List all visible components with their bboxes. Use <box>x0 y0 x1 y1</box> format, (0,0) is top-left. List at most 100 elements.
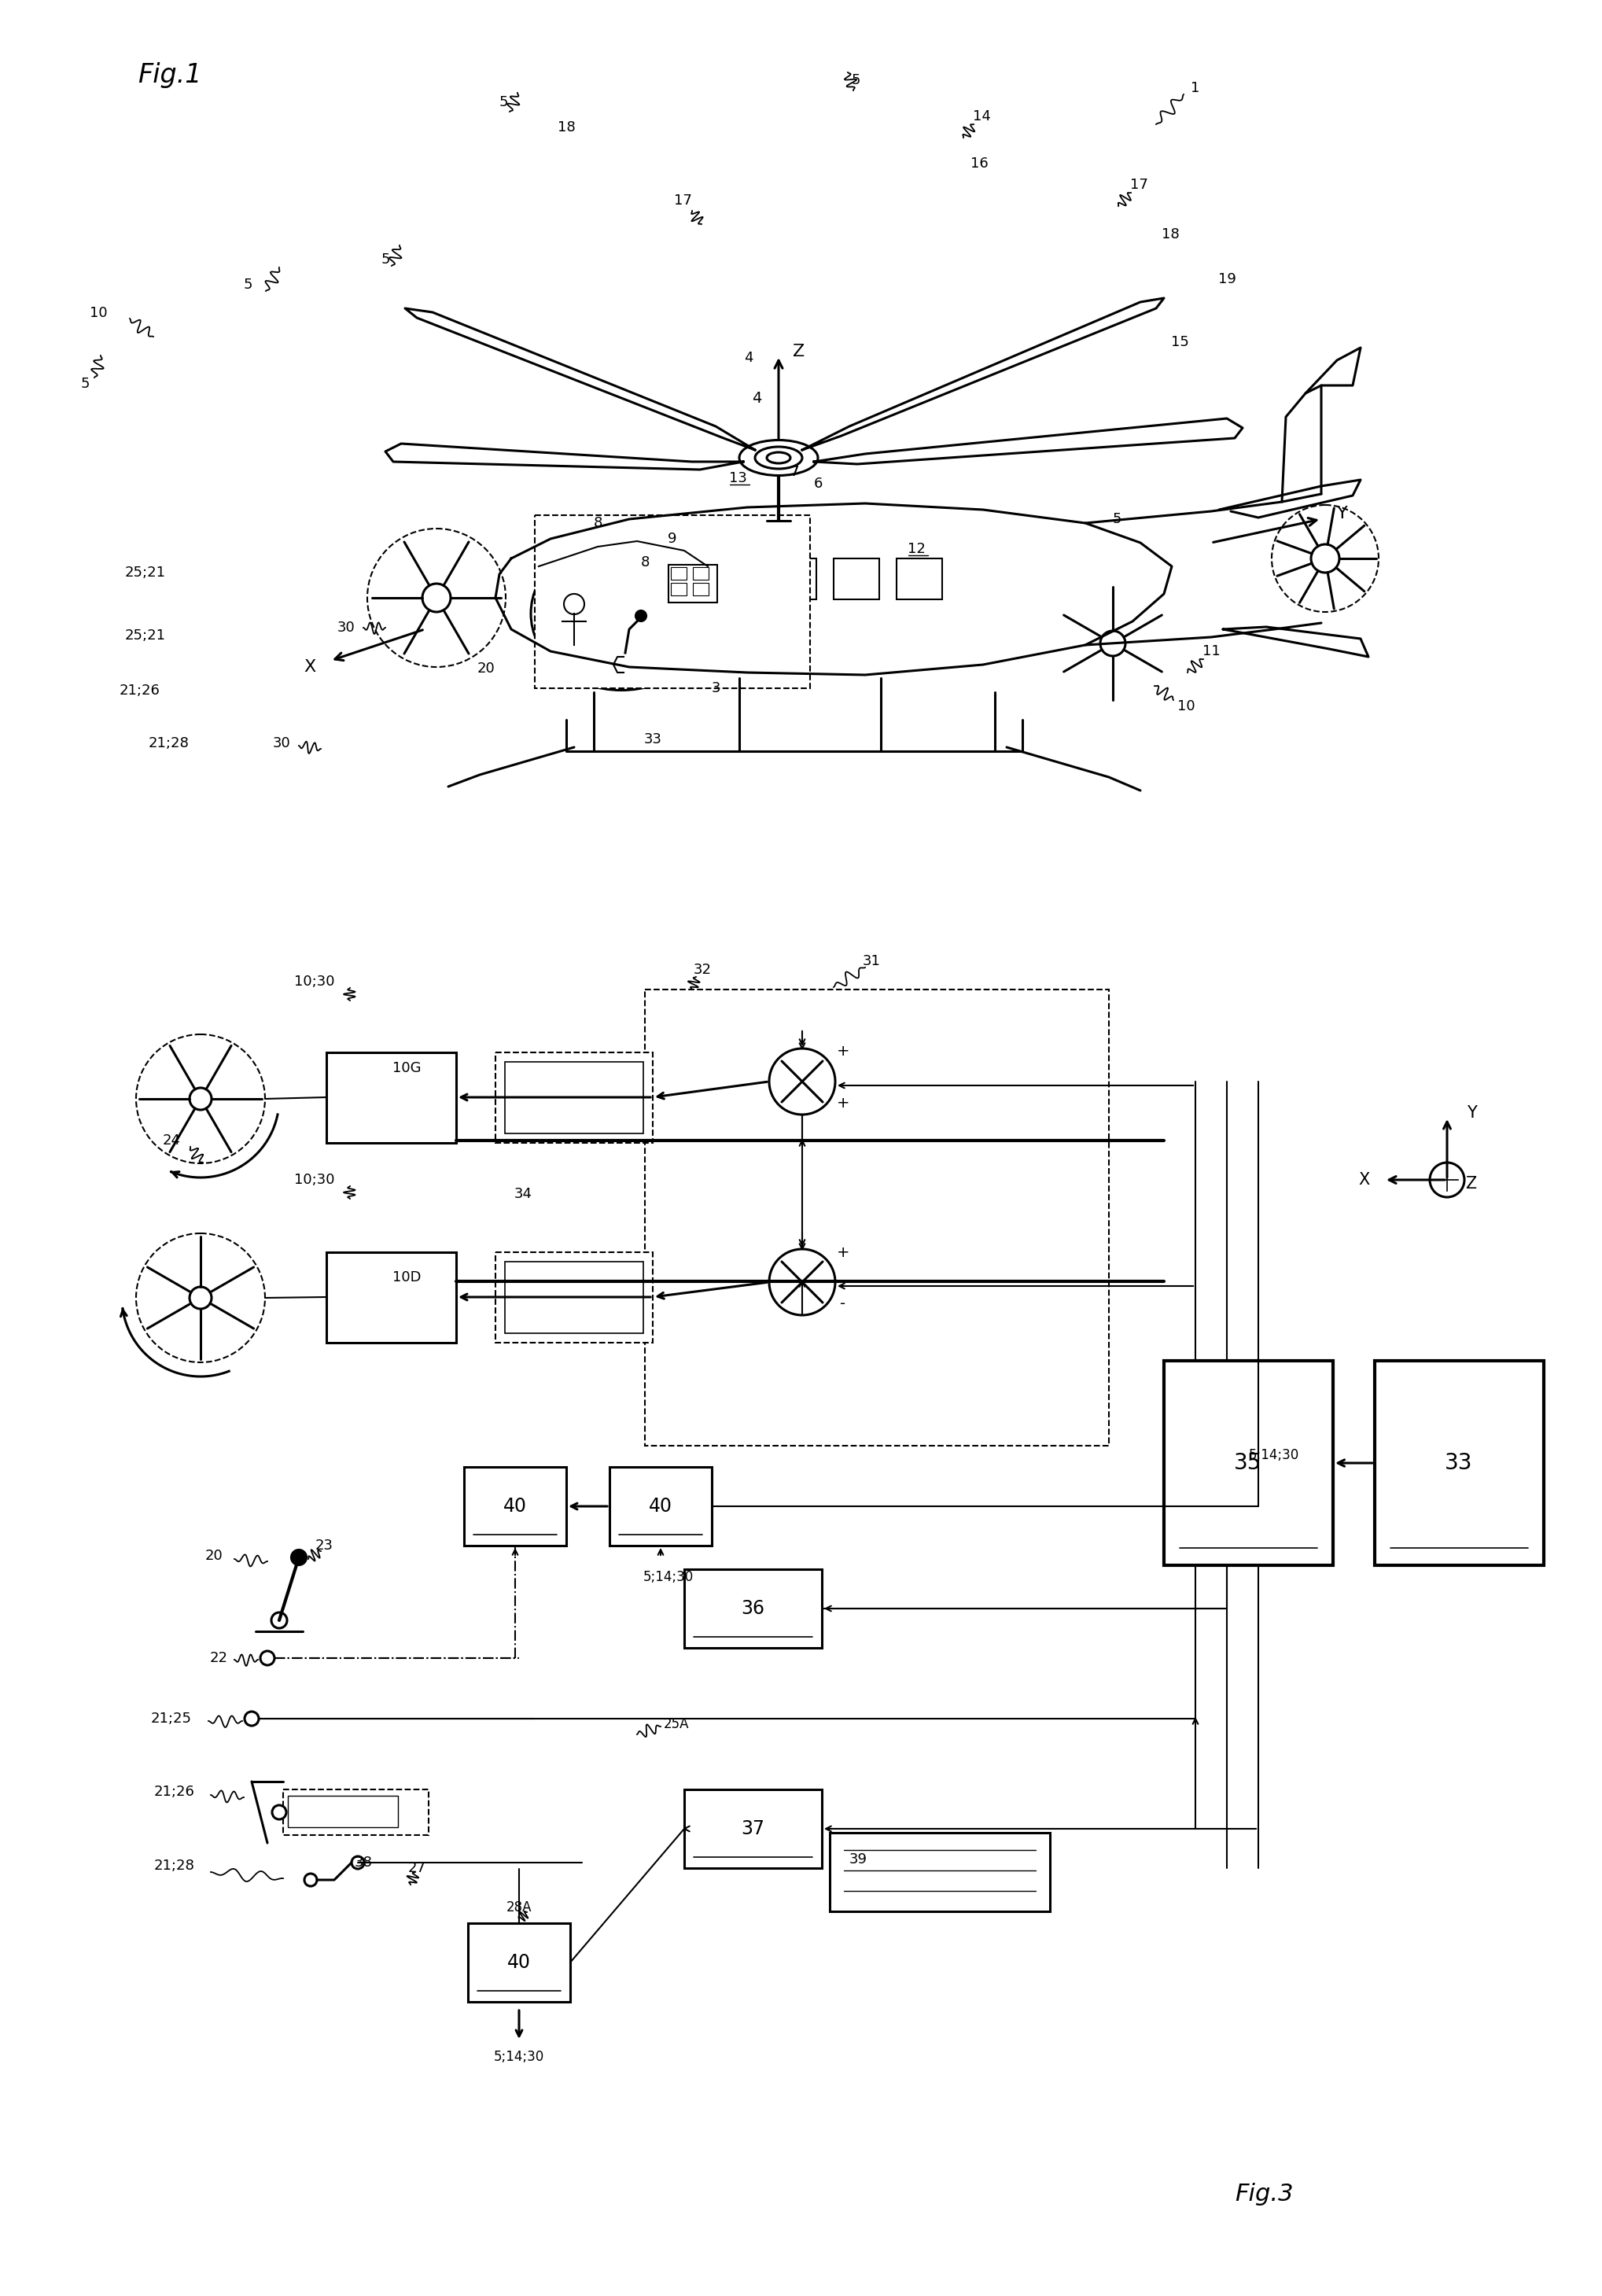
Text: 40: 40 <box>503 1497 527 1515</box>
Circle shape <box>636 611 647 622</box>
Text: 22: 22 <box>210 1651 227 1665</box>
Text: 39: 39 <box>849 1853 867 1867</box>
Text: 15: 15 <box>1171 335 1189 349</box>
Text: 38: 38 <box>354 1855 372 1869</box>
Bar <box>830 1832 1049 1910</box>
Text: 21;25: 21;25 <box>151 1711 192 1727</box>
Text: 27: 27 <box>409 1862 426 1876</box>
Text: 10G: 10G <box>392 1061 421 1075</box>
Text: -: - <box>841 1297 846 1311</box>
Text: Fig.1: Fig.1 <box>138 62 202 87</box>
Text: 6: 6 <box>814 478 822 491</box>
Bar <box>609 1467 711 1545</box>
Text: 10: 10 <box>1177 700 1195 714</box>
Text: 37: 37 <box>740 1818 764 1839</box>
Text: 35: 35 <box>1234 1451 1262 1474</box>
Text: 28A: 28A <box>506 1901 532 1915</box>
Bar <box>1165 1362 1333 1566</box>
Bar <box>684 1568 822 1649</box>
Text: 21;26: 21;26 <box>154 1784 195 1798</box>
Circle shape <box>292 1550 306 1566</box>
Text: 5: 5 <box>244 278 252 292</box>
Text: 5;14;30: 5;14;30 <box>644 1570 694 1584</box>
Bar <box>465 1467 566 1545</box>
Bar <box>495 1052 652 1143</box>
Text: 5: 5 <box>498 94 508 110</box>
Bar <box>668 565 718 602</box>
Bar <box>1375 1362 1544 1566</box>
Text: Fig.3: Fig.3 <box>1235 2183 1293 2206</box>
Text: 36: 36 <box>740 1598 764 1619</box>
Text: 34: 34 <box>514 1187 532 1201</box>
Text: +: + <box>836 1095 849 1111</box>
Text: 9: 9 <box>668 533 678 546</box>
Text: +: + <box>836 1045 849 1058</box>
Text: 3: 3 <box>711 682 721 696</box>
Text: 8: 8 <box>593 517 602 530</box>
Bar <box>288 1795 397 1828</box>
Text: 17: 17 <box>1129 177 1147 193</box>
Circle shape <box>564 595 585 615</box>
Text: +: + <box>836 1244 849 1261</box>
Text: 21;28: 21;28 <box>154 1860 195 1874</box>
Bar <box>692 567 708 579</box>
Bar <box>671 583 687 595</box>
Text: 19: 19 <box>1218 273 1235 287</box>
Text: 31: 31 <box>862 955 881 969</box>
Text: 1: 1 <box>1190 80 1200 94</box>
Circle shape <box>351 1855 364 1869</box>
Text: 11: 11 <box>1202 645 1221 659</box>
Bar <box>468 1924 570 2002</box>
Text: 25;21: 25;21 <box>125 629 167 643</box>
Bar <box>327 1052 457 1143</box>
Text: 10;30: 10;30 <box>295 1173 335 1187</box>
Text: 7: 7 <box>790 464 799 480</box>
Text: X: X <box>304 659 316 675</box>
Circle shape <box>769 1249 835 1316</box>
Bar <box>692 583 708 595</box>
Text: 20: 20 <box>477 661 495 675</box>
Text: 40: 40 <box>649 1497 673 1515</box>
Text: 5: 5 <box>1112 512 1121 526</box>
Ellipse shape <box>767 452 790 464</box>
Ellipse shape <box>755 448 803 468</box>
Text: 30: 30 <box>272 737 290 751</box>
Bar <box>897 558 942 599</box>
Text: 10D: 10D <box>392 1270 421 1283</box>
Text: 5: 5 <box>851 73 860 87</box>
Bar <box>671 567 687 579</box>
Text: 7: 7 <box>790 464 799 480</box>
Text: Z: Z <box>793 344 804 360</box>
Text: 21;26: 21;26 <box>120 684 160 698</box>
Circle shape <box>1310 544 1339 572</box>
Text: 21;28: 21;28 <box>149 737 189 751</box>
Text: 40: 40 <box>508 1954 530 1972</box>
Text: 14: 14 <box>972 110 990 124</box>
Text: 8: 8 <box>641 556 649 569</box>
Bar <box>833 558 879 599</box>
Circle shape <box>423 583 450 613</box>
Text: 23: 23 <box>316 1538 333 1552</box>
Ellipse shape <box>739 441 819 475</box>
Circle shape <box>769 1049 835 1114</box>
Bar <box>505 1263 644 1334</box>
Text: Y: Y <box>1338 505 1347 521</box>
Text: 18: 18 <box>1161 227 1179 241</box>
Text: 25A: 25A <box>663 1717 689 1731</box>
Circle shape <box>189 1088 211 1109</box>
Text: Z: Z <box>1466 1176 1477 1192</box>
Circle shape <box>271 1612 287 1628</box>
Circle shape <box>272 1805 287 1818</box>
Text: 10;30: 10;30 <box>295 974 335 990</box>
Text: 5: 5 <box>381 253 389 266</box>
Text: 12: 12 <box>907 542 926 556</box>
Circle shape <box>245 1711 260 1727</box>
Bar <box>535 514 811 689</box>
Text: 30: 30 <box>336 620 356 634</box>
Text: 4: 4 <box>745 351 753 365</box>
Bar <box>495 1251 652 1343</box>
Text: 13: 13 <box>729 471 747 484</box>
Bar <box>771 558 817 599</box>
Text: 4: 4 <box>751 390 761 406</box>
Text: 18: 18 <box>557 119 575 135</box>
